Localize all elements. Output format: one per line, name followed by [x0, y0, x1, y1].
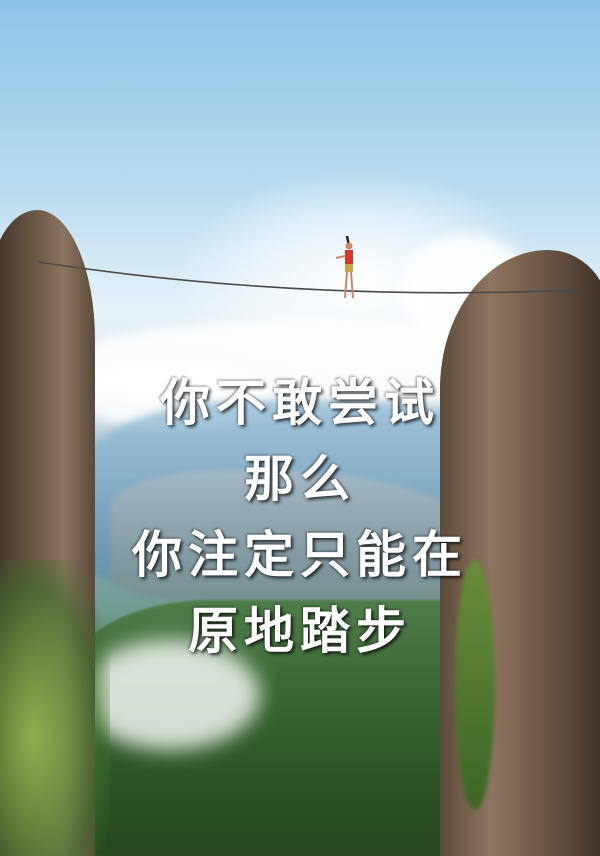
slackline-rope	[37, 261, 581, 294]
right-moss	[455, 560, 495, 810]
quote-line-1: 你不敢尝试	[160, 373, 440, 432]
left-foliage	[0, 560, 110, 856]
quote-line-4: 原地踏步	[188, 601, 412, 660]
quote-line-3: 你注定只能在	[132, 525, 468, 584]
slackliner-figure	[335, 235, 354, 299]
motivational-quote: 你不敢尝试 那么 你注定只能在 原地踏步	[0, 365, 600, 669]
quote-line-2: 那么	[244, 449, 356, 508]
valley-mist	[80, 640, 260, 750]
